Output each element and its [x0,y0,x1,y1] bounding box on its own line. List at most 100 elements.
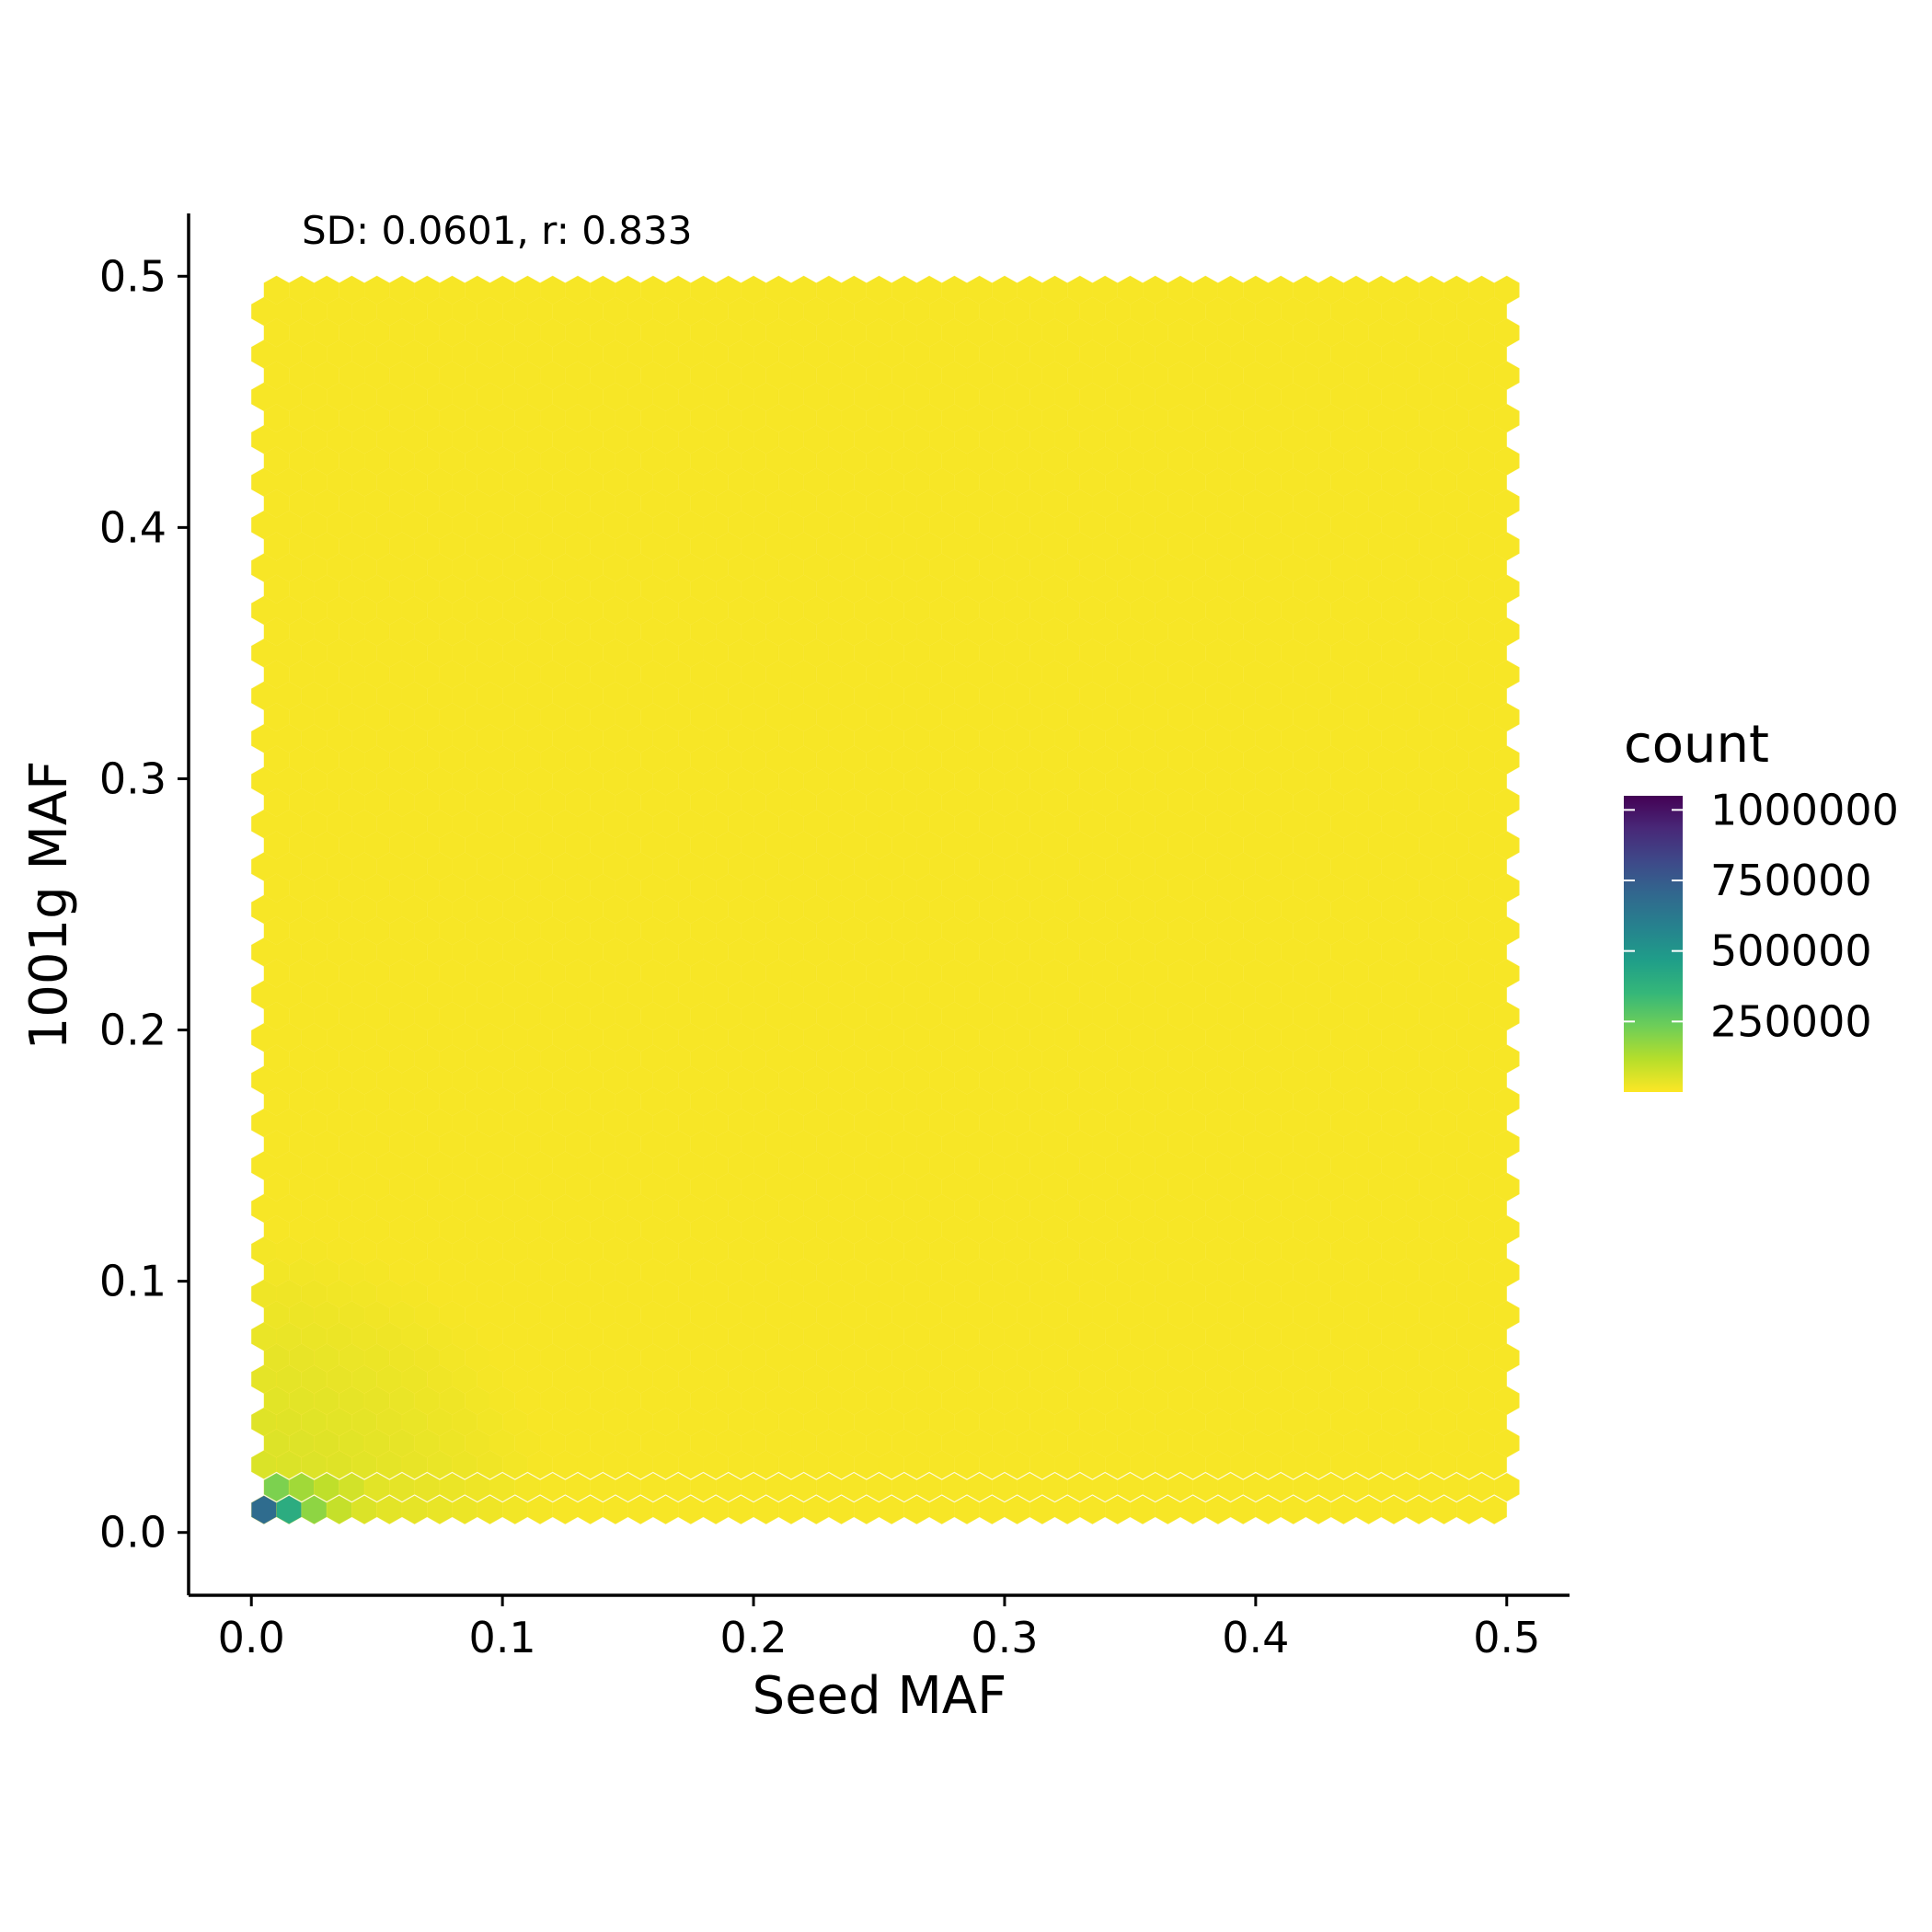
y-tick-label: 0.0 [99,1508,167,1558]
hex-bin [753,1495,779,1525]
hex-bin [1017,1472,1043,1502]
hex-bin [991,1472,1018,1502]
hex-bin [815,1472,842,1502]
hex-bin [790,1472,817,1502]
hex-bin [527,1495,554,1525]
hex-bin [477,1495,503,1525]
hex-bin [263,1472,290,1502]
hex-bin [376,1495,403,1525]
hex-bin [1079,1495,1106,1525]
hex-bin [715,1472,742,1502]
legend-colorbar [1624,796,1683,1092]
hex-bin [1468,1472,1495,1502]
hex-bin [941,1472,968,1502]
hex-bin [539,1472,566,1502]
hex-bin [1029,1495,1055,1525]
hex-bin [1217,1472,1244,1502]
hex-bin [652,1495,679,1525]
y-tick-label: 0.1 [99,1257,167,1306]
hex-bin [1342,1472,1370,1502]
hex-bin [602,1495,628,1525]
hex-bin [564,1472,592,1502]
hex-bin [741,1472,767,1502]
hex-bin [677,1495,704,1525]
hex-bin [828,1495,855,1525]
hex-bin [639,1472,666,1502]
hex-bin [879,1495,905,1525]
hex-bin [1179,1495,1206,1525]
hex-bin [1054,1495,1081,1525]
y-tick-label: 0.2 [99,1006,167,1055]
hex-bin [452,1495,478,1525]
hex-bin [1418,1472,1444,1502]
hex-bin [388,1472,416,1502]
y-tick-label: 0.5 [99,251,167,301]
hex-bin [1481,1495,1508,1525]
hex-bin [1280,1495,1306,1525]
legend-ticks: 250000 500000 750000 1000000 [1624,785,1899,1046]
hex-bin [1268,1472,1294,1502]
hex-bin [665,1472,692,1502]
x-tick-label: 0.3 [971,1613,1038,1662]
hex-bin [765,1472,792,1502]
legend-tick-label: 1000000 [1710,785,1899,834]
legend-tick-label: 750000 [1710,856,1872,905]
hex-bin [1242,1472,1269,1502]
hex-bin [401,1495,428,1525]
hexbin-layer [250,275,1520,1525]
hex-bin [1104,1495,1131,1525]
hex-bin [314,1472,340,1502]
hex-bin [690,1472,717,1502]
hex-bin [1443,1472,1470,1502]
y-tick-label: 0.4 [99,502,167,552]
hex-bin [916,1472,943,1502]
y-axis-ticks: 0.0 0.1 0.2 0.3 0.4 0.5 [99,251,189,1558]
hex-bin [1130,1495,1156,1525]
legend-tick-label: 500000 [1710,926,1872,976]
hex-bin [1167,1472,1194,1502]
hex-bin [703,1495,730,1525]
hex-bin [903,1495,930,1525]
hex-bin [426,1495,453,1525]
hex-bin [1117,1472,1144,1502]
legend-title: count [1624,715,1769,775]
hex-bin [1355,1495,1382,1525]
hex-bin [1092,1472,1119,1502]
hex-bin [841,1472,868,1502]
hex-bin [1406,1495,1432,1525]
hex-bin [250,1495,277,1525]
hex-bin [276,1495,303,1525]
hex-bin [928,1495,955,1525]
hex-bin [577,1495,604,1525]
hex-bin [777,1495,805,1525]
hex-bin [1192,1472,1219,1502]
hex-bin [627,1495,654,1525]
hex-bin [891,1472,917,1502]
hex-bin [615,1472,641,1502]
legend-tick-label: 250000 [1710,996,1872,1046]
hex-bin [464,1472,490,1502]
x-axis-title: Seed MAF [753,1666,1007,1726]
hex-bin [552,1495,579,1525]
hex-bin [1155,1495,1181,1525]
hex-bin [966,1472,993,1502]
hex-bin [1305,1495,1332,1525]
hex-bin [979,1495,1006,1525]
hex-bin [1142,1472,1168,1502]
hex-bin [1493,1472,1520,1502]
hex-bin [339,1472,365,1502]
x-tick-label: 0.4 [1222,1613,1289,1662]
hex-bin [953,1495,981,1525]
y-axis-title: 1001g MAF [19,761,79,1051]
x-tick-label: 0.5 [1473,1613,1540,1662]
hex-bin [514,1472,541,1502]
hex-bin [501,1495,528,1525]
hex-bin [1293,1472,1319,1502]
hex-bin [1004,1495,1030,1525]
hex-bin [301,1495,328,1525]
x-tick-label: 0.0 [218,1613,285,1662]
hex-bin [1317,1472,1344,1502]
x-tick-label: 0.2 [719,1613,787,1662]
hex-bin [1368,1472,1395,1502]
